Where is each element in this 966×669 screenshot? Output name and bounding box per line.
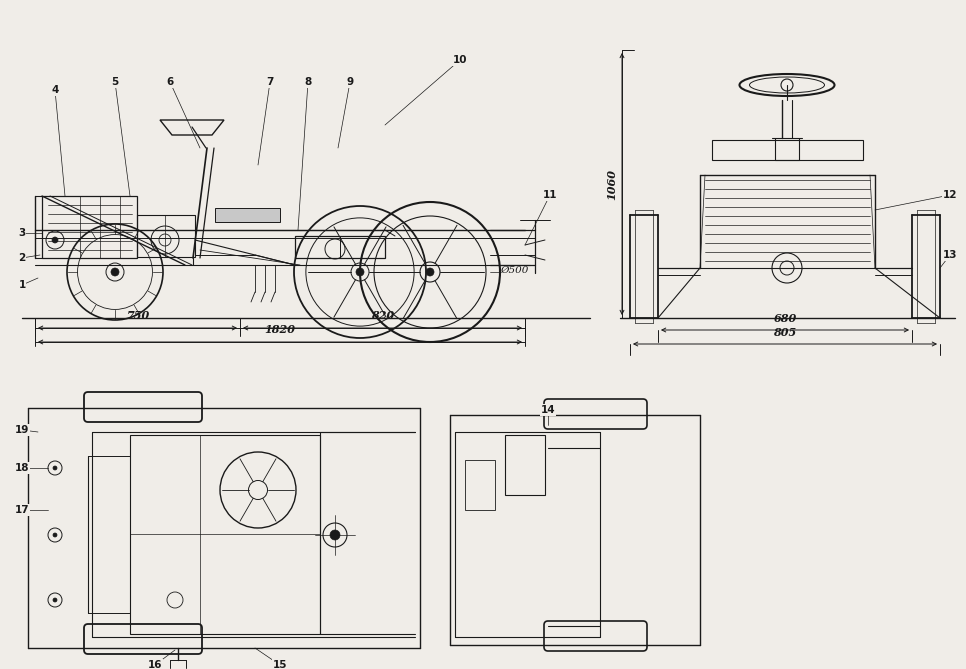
Text: 12: 12: [943, 190, 957, 200]
Text: 17: 17: [14, 505, 29, 515]
Bar: [130, 435, 320, 634]
Text: 7: 7: [267, 77, 273, 87]
Text: 11: 11: [543, 190, 557, 200]
Text: 18: 18: [14, 463, 29, 473]
Circle shape: [53, 466, 57, 470]
Text: 1: 1: [18, 280, 26, 290]
Circle shape: [53, 533, 57, 537]
Text: 10: 10: [453, 55, 468, 65]
Bar: [505, 435, 545, 495]
Text: 3: 3: [18, 228, 26, 238]
Text: 2: 2: [18, 253, 26, 263]
Text: Ø500: Ø500: [500, 266, 528, 274]
Circle shape: [53, 598, 57, 602]
Text: 8: 8: [304, 77, 312, 87]
Text: 9: 9: [347, 77, 354, 87]
Text: 19: 19: [14, 425, 29, 435]
Circle shape: [111, 268, 119, 276]
Circle shape: [330, 530, 340, 540]
Text: 805: 805: [774, 327, 797, 338]
Bar: [215, 208, 280, 222]
Bar: [137, 215, 195, 257]
Circle shape: [52, 237, 58, 243]
Text: 6: 6: [166, 77, 174, 87]
Text: 13: 13: [943, 250, 957, 260]
Text: 820: 820: [371, 310, 395, 321]
Text: 680: 680: [774, 313, 797, 324]
Text: 1060: 1060: [606, 169, 617, 201]
Text: 4: 4: [51, 85, 59, 95]
Text: 15: 15: [272, 660, 287, 669]
Bar: [295, 236, 385, 258]
Text: 16: 16: [148, 660, 162, 669]
Bar: [465, 460, 495, 510]
Circle shape: [426, 268, 434, 276]
Circle shape: [356, 268, 364, 276]
Bar: [712, 140, 863, 160]
Text: 1820: 1820: [265, 324, 296, 335]
Text: 14: 14: [541, 405, 555, 415]
Text: 750: 750: [127, 310, 150, 321]
Bar: [42, 196, 137, 258]
Text: 5: 5: [111, 77, 119, 87]
